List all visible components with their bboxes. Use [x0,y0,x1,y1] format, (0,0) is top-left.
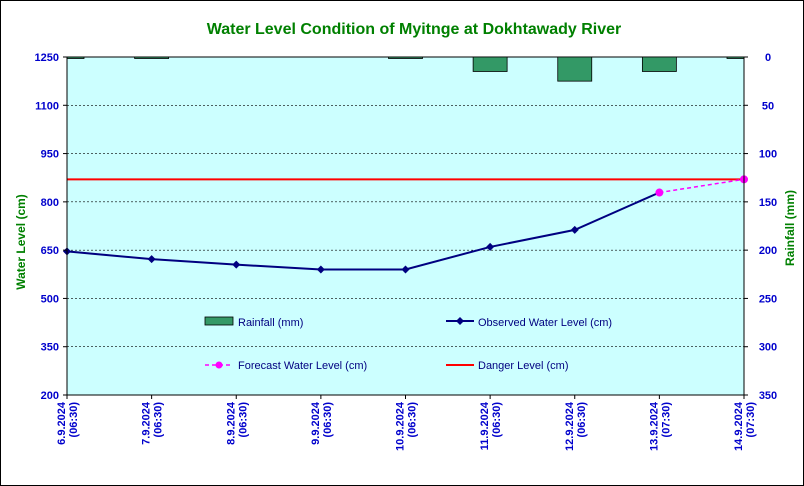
observed-point [570,225,579,234]
left-tick-label: 950 [41,149,59,161]
rainfall-bars [66,56,745,82]
x-tick-label: 10.9.2024(06:30) [395,401,419,451]
observed-point [147,255,156,264]
observed-point [316,265,325,274]
observed-series [63,188,664,274]
left-tick-label: 1100 [35,100,59,112]
rainfall-bar [726,56,745,59]
left-axis-label: Water Level (cm) [14,194,28,290]
x-tick-label: 7.9.2024(06:30) [141,401,165,445]
chart-title: Water Level Condition of Myitnge at Dokh… [207,21,622,38]
legend-label-forecast: Forecast Water Level (cm) [238,360,367,372]
left-tick-label: 500 [41,293,59,305]
legend-marker-forecast [215,361,223,369]
legend-label-rainfall: Rainfall (mm) [238,317,303,329]
rainfall-bar [641,56,677,72]
right-tick-label: 0 [765,52,771,64]
observed-line [66,191,660,271]
left-axis-ticks: 200 350 500 650 800 950 1100 1250 [35,52,67,402]
right-tick-label: 150 [759,197,777,209]
rainfall-bar [134,56,170,59]
x-tick-label: 12.9.2024(06:30) [564,401,588,451]
legend: Rainfall (mm) Observed Water Level (cm) … [204,316,612,372]
x-tick-label: 11.9.2024(06:30) [479,401,503,450]
x-tick-label: 9.9.2024(06:30) [310,401,334,445]
right-tick-label: 200 [759,245,777,257]
x-tick-label: 13.9.2024(07:30) [648,401,672,451]
legend-item-observed: Observed Water Level (cm) [446,317,612,329]
plot-area [66,56,745,396]
left-tick-label: 200 [41,390,59,402]
legend-marker-observed [456,317,464,325]
rainfall-bar [388,56,423,59]
right-tick-label: 50 [762,100,774,112]
legend-item-forecast: Forecast Water Level (cm) [205,360,367,372]
legend-item-danger: Danger Level (cm) [446,360,568,372]
right-axis-label: Rainfall (mm) [783,190,797,266]
rainfall-bar [557,56,593,82]
legend-item-rainfall: Rainfall (mm) [204,316,303,329]
left-tick-label: 800 [41,197,59,209]
left-tick-label: 1250 [35,52,59,64]
right-axis-ticks: 0 50 100 150 200 250 300 350 [744,52,777,402]
rainfall-bar [66,56,85,59]
legend-label-danger: Danger Level (cm) [478,360,568,372]
right-tick-label: 350 [759,390,777,402]
forecast-line [659,178,745,194]
left-tick-label: 350 [41,342,59,354]
observed-point [401,265,410,274]
observed-point [232,260,241,269]
right-tick-label: 300 [759,342,777,354]
x-tick-label: 6.9.2024(06:30) [56,401,80,445]
left-tick-label: 650 [41,245,59,257]
x-tick-label: 14.9.2024(07:30) [733,401,757,451]
x-tick-label: 8.9.2024(06:30) [225,401,249,445]
right-tick-label: 100 [759,149,777,161]
observed-point [486,242,495,251]
right-tick-label: 250 [759,293,777,305]
legend-swatch-rainfall [204,316,234,326]
x-axis-ticks: 6.9.2024(06:30) 7.9.2024(06:30) 8.9.2024(0… [56,395,757,451]
rainfall-bar [472,56,508,72]
gridlines [67,104,744,348]
legend-label-observed: Observed Water Level (cm) [478,317,612,329]
forecast-point [655,188,664,197]
